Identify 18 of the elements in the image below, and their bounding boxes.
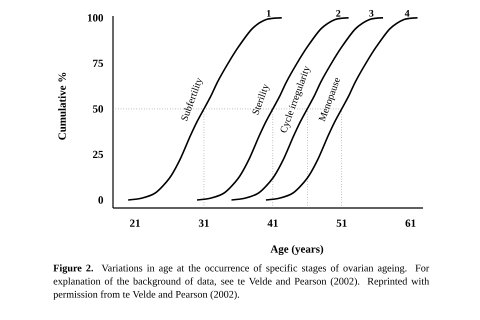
annotation: 1	[267, 10, 271, 17]
annotation: 4	[404, 10, 410, 17]
y-tick-label: 100	[88, 14, 104, 22]
y-tick-label: 0	[98, 196, 104, 204]
x-tick-label: 41	[268, 220, 278, 227]
annotation: 3	[369, 10, 374, 17]
x-tick-label: 61	[406, 220, 416, 227]
x-tick-label: 31	[198, 220, 209, 227]
y-tick-label: 25	[92, 150, 104, 158]
x-tick-label: 21	[130, 220, 140, 227]
y-tick-label: 75	[93, 60, 104, 68]
x-axis-title: Age (years)	[270, 245, 324, 256]
y-axis-title: Cumulative %	[58, 72, 66, 140]
x-tick-label: 51	[336, 220, 347, 227]
text: Figure 2. Variations in age at the occurrence of specific stages of ovarian ageing. For explanation of the background of data, see te Velde and Pearson (2002). Reprinted with permission from te Velde and Pearson (2002).	[53, 264, 430, 300]
annotation: 2	[336, 10, 340, 17]
line-series	[230, 17, 384, 201]
y-tick-label: 50	[92, 105, 104, 113]
